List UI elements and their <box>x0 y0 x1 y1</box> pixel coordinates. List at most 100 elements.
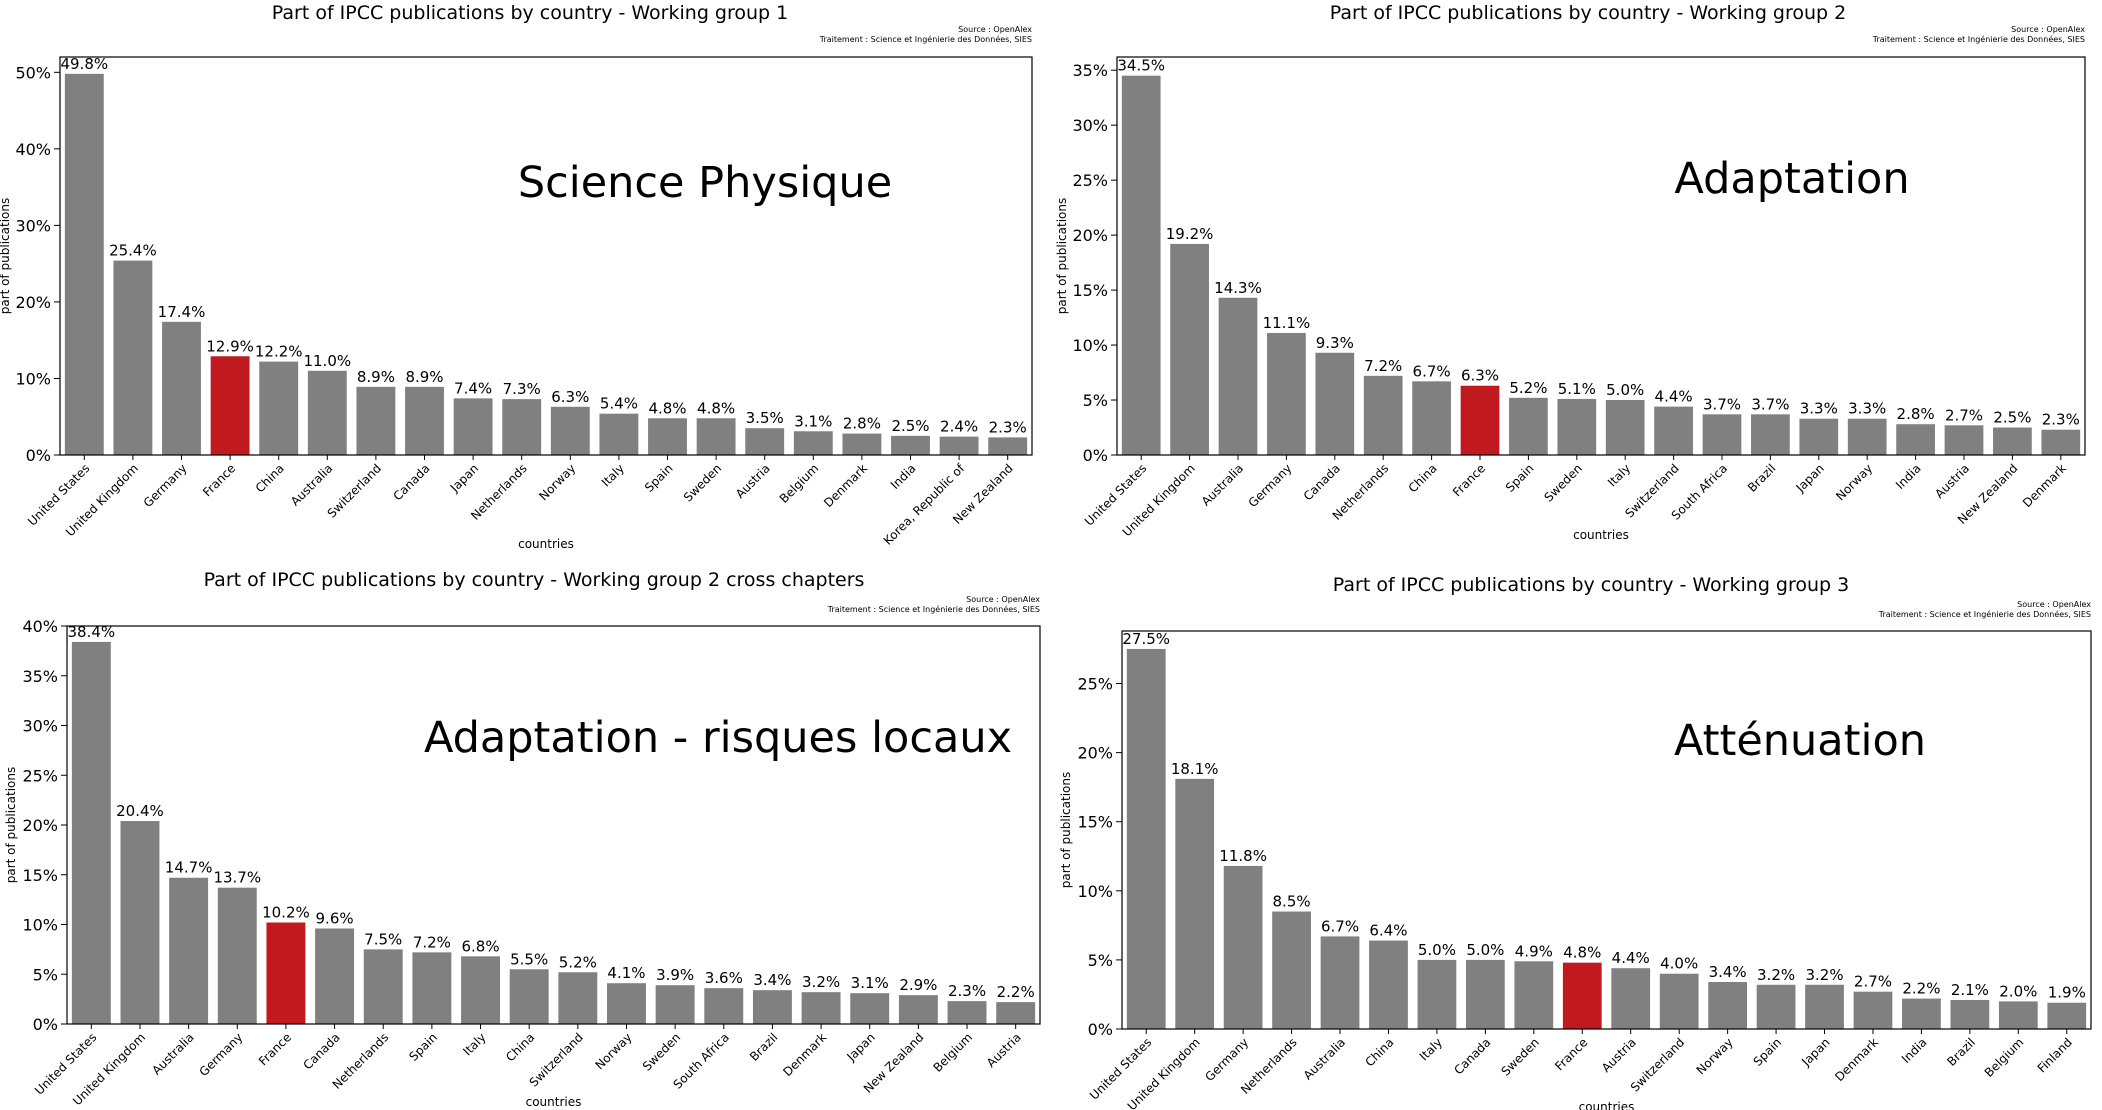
data-label: 5.0% <box>1466 941 1504 959</box>
y-tick-label: 30% <box>1072 116 1108 135</box>
x-tick-label: France <box>256 1030 294 1068</box>
bar-canada <box>405 386 444 455</box>
data-label: 2.2% <box>997 983 1035 1001</box>
data-label: 2.3% <box>989 418 1027 436</box>
x-tick-label: India <box>1893 461 1924 492</box>
x-tick-label: Brazil <box>1745 461 1779 495</box>
bar-denmark <box>801 992 841 1024</box>
chart-overlay-caption: Adaptation <box>1674 154 1909 204</box>
y-tick-label: 50% <box>15 63 51 82</box>
bar-germany <box>1267 332 1306 455</box>
data-label: 4.8% <box>1563 944 1601 962</box>
bar-brazil <box>752 990 792 1024</box>
y-tick-label: 30% <box>22 717 58 736</box>
bar-austria <box>745 428 785 455</box>
y-tick-label: 5% <box>33 965 58 984</box>
bar-new-zealand <box>988 437 1028 455</box>
x-tick-label: Germany <box>141 461 190 510</box>
data-label: 3.4% <box>1709 963 1747 981</box>
data-label: 27.5% <box>1122 630 1170 648</box>
chart-title: Part of IPCC publications by country - W… <box>1330 2 1846 24</box>
x-tick-label: Australia <box>288 461 335 508</box>
y-tick-label: 0% <box>1088 1020 1113 1039</box>
data-label: 7.4% <box>454 379 492 397</box>
data-label: 6.7% <box>1321 917 1359 935</box>
bar-korea-republic-of <box>939 436 979 455</box>
data-label: 7.3% <box>503 380 541 398</box>
chart-4: Part of IPCC publications by country - W… <box>1059 574 2092 1110</box>
bar-belgium <box>1998 1001 2038 1029</box>
data-label: 8.9% <box>405 368 443 386</box>
data-label: 38.4% <box>67 623 115 641</box>
data-label: 2.1% <box>1951 981 1989 999</box>
bar-india <box>1896 424 1935 455</box>
x-tick-label: Canada <box>1451 1035 1493 1077</box>
data-label: 11.8% <box>1219 847 1267 865</box>
x-tick-label: Italy <box>1417 1035 1445 1063</box>
bar-sweden <box>696 418 736 455</box>
bar-spain <box>1509 397 1548 455</box>
x-tick-label: Sweden <box>1499 1035 1542 1078</box>
y-tick-label: 0% <box>26 446 51 465</box>
bar-italy <box>1417 959 1457 1029</box>
data-label: 3.3% <box>1848 400 1886 418</box>
data-label: 49.8% <box>60 55 108 73</box>
data-label: 7.2% <box>413 933 451 951</box>
x-tick-label: Denmark <box>780 1030 829 1079</box>
chart-1: Part of IPCC publications by country - W… <box>0 2 1033 551</box>
data-label: 2.5% <box>1993 409 2031 427</box>
data-label: 6.4% <box>1369 922 1407 940</box>
y-axis-label: part of publications <box>4 767 18 884</box>
x-tick-label: Canada <box>301 1030 343 1072</box>
data-label: 4.8% <box>697 399 735 417</box>
bar-norway <box>607 983 646 1024</box>
data-label: 9.3% <box>1316 334 1354 352</box>
data-label: 5.5% <box>510 950 548 968</box>
x-tick-label: Japan <box>1793 461 1827 495</box>
data-label: 12.9% <box>206 337 254 355</box>
data-label: 6.3% <box>551 388 589 406</box>
data-label: 4.8% <box>648 399 686 417</box>
chart-title: Part of IPCC publications by country - W… <box>272 2 788 24</box>
bar-united-kingdom <box>113 260 153 455</box>
data-label: 3.2% <box>802 973 840 991</box>
x-tick-label: Spain <box>1751 1035 1785 1069</box>
bar-japan <box>850 993 890 1024</box>
bar-norway <box>1708 982 1748 1029</box>
bar-switzerland <box>356 386 396 455</box>
bar-united-kingdom <box>1175 778 1215 1029</box>
bar-denmark <box>1853 991 1893 1029</box>
data-label: 4.9% <box>1515 942 1553 960</box>
data-label: 3.7% <box>1751 395 1789 413</box>
chart-title: Part of IPCC publications by country - W… <box>204 569 865 591</box>
y-axis-label: part of publications <box>0 198 12 315</box>
bar-austria <box>1611 968 1651 1029</box>
data-label: 34.5% <box>1117 57 1165 75</box>
chart-overlay-caption: Atténuation <box>1674 716 1926 766</box>
x-tick-label: France <box>200 461 238 499</box>
bar-italy <box>461 956 500 1024</box>
data-label: 3.6% <box>705 969 743 987</box>
x-axis-label: countries <box>526 1095 582 1109</box>
x-tick-label: Spain <box>406 1030 440 1064</box>
y-tick-label: 30% <box>15 216 51 235</box>
bar-united-kingdom <box>120 821 160 1024</box>
x-tick-label: Germany <box>1246 461 1295 510</box>
y-tick-label: 5% <box>1083 391 1108 410</box>
bar-netherlands <box>1272 911 1311 1029</box>
y-tick-label: 10% <box>15 369 51 388</box>
x-tick-label: Denmark <box>2020 461 2069 510</box>
x-tick-label: Spain <box>642 461 676 495</box>
y-axis-label: part of publications <box>1055 198 1069 315</box>
x-tick-label: Belgium <box>1982 1035 2027 1080</box>
data-label: 4.1% <box>607 964 645 982</box>
data-label: 2.0% <box>1999 982 2037 1000</box>
bar-canada <box>1465 959 1505 1029</box>
plot-frame <box>59 56 1033 456</box>
bar-canada <box>1315 352 1355 455</box>
data-label: 4.4% <box>1612 949 1650 967</box>
x-tick-label: France <box>1450 461 1488 499</box>
data-label: 2.2% <box>1902 980 1940 998</box>
bar-spain <box>648 418 687 455</box>
